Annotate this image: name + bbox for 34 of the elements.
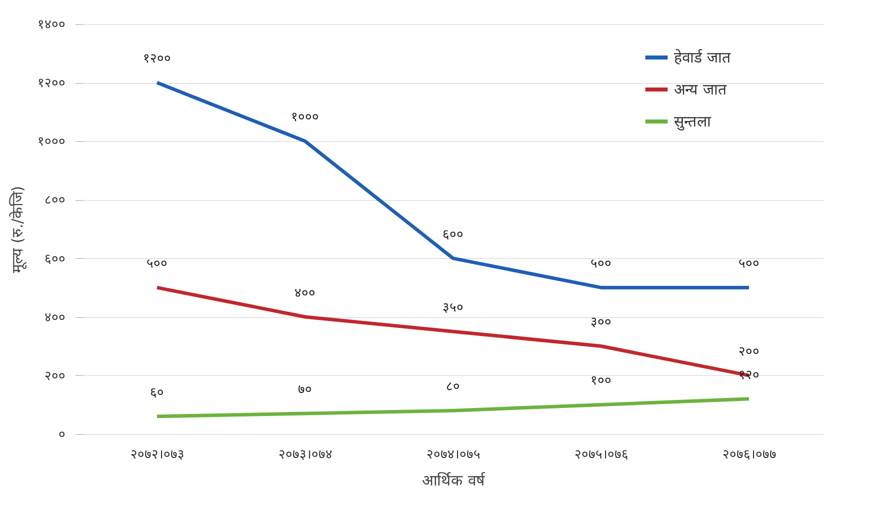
data-label: ७० — [298, 382, 312, 398]
x-tick-label: २०७५।०७६ — [574, 448, 628, 462]
data-label: ५०० — [738, 256, 760, 272]
data-label: १२०० — [143, 52, 171, 67]
line-series — [155, 397, 751, 418]
legend-label: हेवार्ड जात — [674, 48, 731, 66]
y-axis-title: मूल्य (रु./केजि) — [8, 186, 28, 274]
y-tick-label: ० — [58, 428, 66, 442]
y-tick-label: १४०० — [38, 18, 66, 32]
data-label: ६०० — [442, 227, 464, 242]
y-tick-label: २०० — [44, 368, 66, 384]
data-label: ५०० — [146, 256, 168, 272]
data-label: ३०० — [590, 315, 612, 330]
x-tick-label: २०७६।०७७ — [722, 448, 776, 462]
x-tick-label: २०७४।०७५ — [426, 448, 480, 462]
y-tick-label: ८०० — [44, 193, 66, 208]
data-label: ८० — [446, 380, 460, 395]
data-label: ५०० — [590, 256, 612, 272]
data-label: २०० — [738, 344, 760, 360]
x-tick-label: २०७३।०७४ — [278, 448, 332, 462]
x-tick-label: २०७२।०७३ — [130, 448, 184, 462]
y-tick-label: १२०० — [38, 76, 66, 92]
y-tick-label: ४०० — [44, 310, 66, 326]
y-tick-label: १००० — [38, 134, 66, 150]
data-label: १२० — [738, 368, 760, 383]
data-label: ४०० — [294, 286, 316, 301]
data-label: ६० — [150, 385, 164, 400]
x-axis-title: आर्थिक वर्ष — [422, 472, 486, 490]
y-tick-label: ६०० — [44, 252, 66, 267]
legend-label: सुन्तला — [674, 112, 712, 132]
data-label: ३५० — [442, 300, 464, 316]
data-label: १०० — [590, 374, 612, 389]
data-label: १००० — [291, 110, 319, 126]
legend-label: अन्य जात — [674, 80, 727, 98]
